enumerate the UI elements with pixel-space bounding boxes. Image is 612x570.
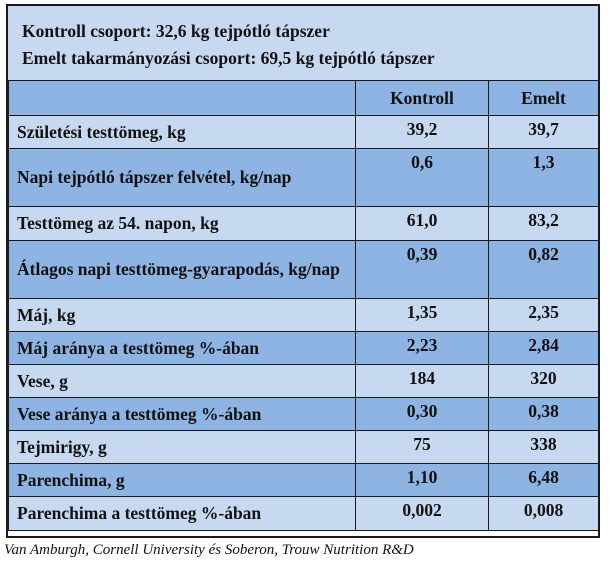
row-label: Máj aránya a testtömeg %-ában (8, 331, 356, 365)
emelt-value: 320 (488, 364, 599, 398)
row-label: Vese aránya a testtömeg %-ában (8, 397, 356, 431)
kontroll-value: 0,39 (355, 240, 489, 299)
control-group-line: Kontroll csoport: 32,6 kg tejpótló tápsz… (22, 21, 330, 41)
table-row: Máj aránya a testtömeg %-ában 2,23 2,84 (8, 331, 599, 365)
emelt-value: 0,82 (488, 240, 599, 299)
emelt-value: 338 (488, 430, 599, 464)
emelt-value: 2,84 (488, 331, 599, 365)
table-row: Vese aránya a testtömeg %-ában 0,30 0,38 (8, 397, 599, 431)
kontroll-value: 1,10 (355, 463, 489, 497)
kontroll-value: 61,0 (355, 206, 489, 241)
kontroll-value: 184 (355, 364, 489, 398)
emelt-value: 0,38 (488, 397, 599, 431)
results-table: Kontroll Emelt Születési testtömeg, kg 3… (8, 80, 599, 531)
emelt-value: 2,35 (488, 298, 599, 332)
table-row: Parenchima a testtömeg %-ában 0,002 0,00… (8, 496, 599, 531)
row-label: Vese, g (8, 364, 356, 398)
row-label: Átlagos napi testtömeg-gyarapodás, kg/na… (8, 240, 356, 299)
row-label: Máj, kg (8, 298, 356, 332)
row-label: Parenchima, g (8, 463, 356, 497)
table-row: Máj, kg 1,35 2,35 (8, 298, 599, 332)
emelt-value: 1,3 (488, 148, 599, 207)
kontroll-value: 39,2 (355, 115, 489, 149)
source-citation: Van Amburgh, Cornell University és Sober… (4, 542, 414, 558)
kontroll-value: 75 (355, 430, 489, 464)
data-table-frame: Kontroll csoport: 32,6 kg tejpótló tápsz… (6, 4, 600, 538)
table-row: Napi tejpótló tápszer felvétel, kg/nap 0… (8, 148, 599, 207)
table-row: Parenchima, g 1,10 6,48 (8, 463, 599, 497)
table-row: Születési testtömeg, kg 39,2 39,7 (8, 115, 599, 149)
row-label: Parenchima a testtömeg %-ában (8, 496, 356, 531)
elevated-group-line: Emelt takarmányozási csoport: 69,5 kg te… (22, 48, 435, 68)
header-empty-cell (8, 80, 356, 116)
emelt-value: 0,008 (488, 496, 599, 531)
emelt-value: 39,7 (488, 115, 599, 149)
table-row: Tejmirigy, g 75 338 (8, 430, 599, 464)
kontroll-value: 1,35 (355, 298, 489, 332)
table-row: Átlagos napi testtömeg-gyarapodás, kg/na… (8, 240, 599, 299)
kontroll-value: 2,23 (355, 331, 489, 365)
table-row: Vese, g 184 320 (8, 364, 599, 398)
kontroll-value: 0,30 (355, 397, 489, 431)
row-label: Születési testtömeg, kg (8, 115, 356, 149)
row-label: Napi tejpótló tápszer felvétel, kg/nap (8, 148, 356, 207)
emelt-value: 6,48 (488, 463, 599, 497)
row-label: Tejmirigy, g (8, 430, 356, 464)
column-header-emelt: Emelt (488, 80, 599, 116)
emelt-value: 83,2 (488, 206, 599, 241)
column-header-kontroll: Kontroll (355, 80, 489, 116)
row-label: Testtömeg az 54. napon, kg (8, 206, 356, 241)
table-header-row: Kontroll Emelt (8, 80, 599, 116)
kontroll-value: 0,002 (355, 496, 489, 531)
table-row: Testtömeg az 54. napon, kg 61,0 83,2 (8, 206, 599, 241)
kontroll-value: 0,6 (355, 148, 489, 207)
group-description: Kontroll csoport: 32,6 kg tejpótló tápsz… (8, 6, 598, 82)
